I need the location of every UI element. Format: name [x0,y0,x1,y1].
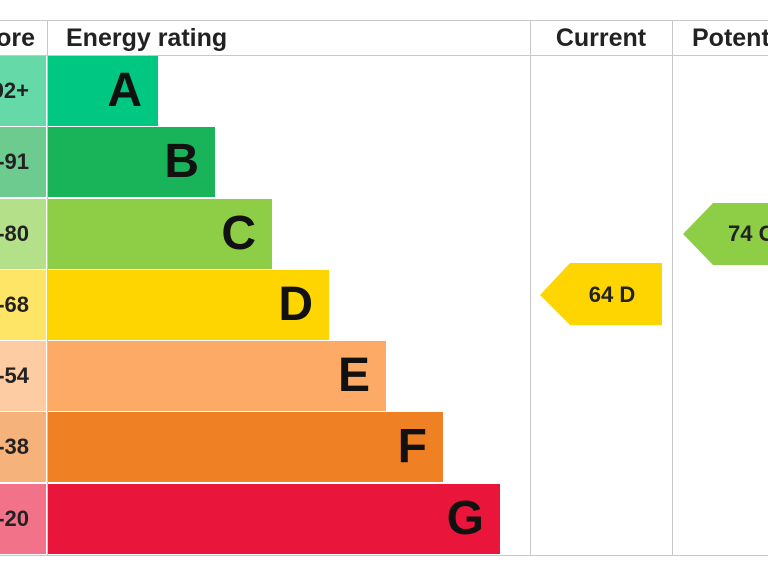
table-border [0,55,768,56]
score-label: 92+ [0,56,46,126]
rating-bar: F [48,412,443,482]
table-border [0,555,768,556]
rating-bar: G [48,484,500,554]
potential-header: Potential [692,24,768,52]
rating-bar: E [48,341,386,411]
current-label: 64 D [589,282,635,307]
score-label: 69-80 [0,199,46,269]
score-label: 55-68 [0,270,46,340]
rating-bar: C [48,199,272,269]
score-label: 1-20 [0,484,46,554]
column-divider [672,20,673,555]
column-divider [47,20,48,555]
potential-arrow [683,203,768,265]
score-label: 21-38 [0,412,46,482]
score-label: 39-54 [0,341,46,411]
score-header: Score [0,24,35,52]
rating-bar: B [48,127,215,197]
potential-label: 74 C [728,221,768,246]
current-header: Current [555,24,647,52]
rating-header: Energy rating [66,24,228,52]
rating-bar: A [48,56,158,126]
score-label: 81-91 [0,127,46,197]
column-divider [530,20,531,555]
rating-bar: D [48,270,329,340]
current-arrow [540,263,662,325]
table-border [0,20,768,21]
